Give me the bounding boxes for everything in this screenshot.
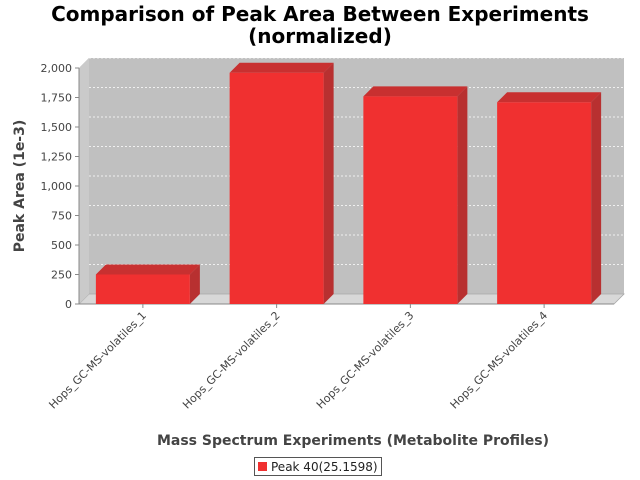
y-tick-label: 1,750 <box>41 92 73 105</box>
bar-side <box>323 62 334 304</box>
bar-top <box>229 62 334 73</box>
bar <box>363 96 458 304</box>
y-axis-title: Peak Area (1e-3) <box>12 120 28 253</box>
bar-top <box>497 92 602 103</box>
y-tick-label: 250 <box>51 269 72 282</box>
bar <box>95 274 190 304</box>
legend: Peak 40(25.1598) <box>254 457 382 476</box>
y-tick-label: 0 <box>65 298 72 311</box>
plot-side-wall <box>79 58 89 304</box>
bar <box>229 72 324 304</box>
x-axis-title: Mass Spectrum Experiments (Metabolite Pr… <box>157 433 549 449</box>
x-tick-label: Hops_GC-MS-volatiles_3 <box>314 309 417 412</box>
chart-title: Comparison of Peak Area Between Experime… <box>51 2 589 26</box>
y-tick-label: 2,000 <box>41 62 73 75</box>
bar <box>497 102 592 304</box>
y-tick-label: 750 <box>51 210 72 223</box>
bar-side <box>591 92 602 304</box>
bar-top <box>363 86 468 97</box>
plot-background <box>79 58 624 304</box>
y-tick-label: 1,250 <box>41 151 73 164</box>
x-tick-label: Hops_GC-MS-volatiles_4 <box>448 309 551 412</box>
legend-label: Peak 40(25.1598) <box>271 459 378 474</box>
bar-side <box>457 86 468 304</box>
y-tick-label: 500 <box>51 239 72 252</box>
legend-swatch <box>258 462 267 471</box>
bar-top <box>95 264 200 275</box>
bar-side <box>189 264 200 304</box>
y-tick-label: 1,500 <box>41 121 73 134</box>
x-tick-label: Hops_GC-MS-volatiles_2 <box>180 309 283 412</box>
chart-subtitle: (normalized) <box>248 24 392 48</box>
y-tick-label: 1,000 <box>41 180 73 193</box>
x-tick-label: Hops_GC-MS-volatiles_1 <box>46 309 149 412</box>
